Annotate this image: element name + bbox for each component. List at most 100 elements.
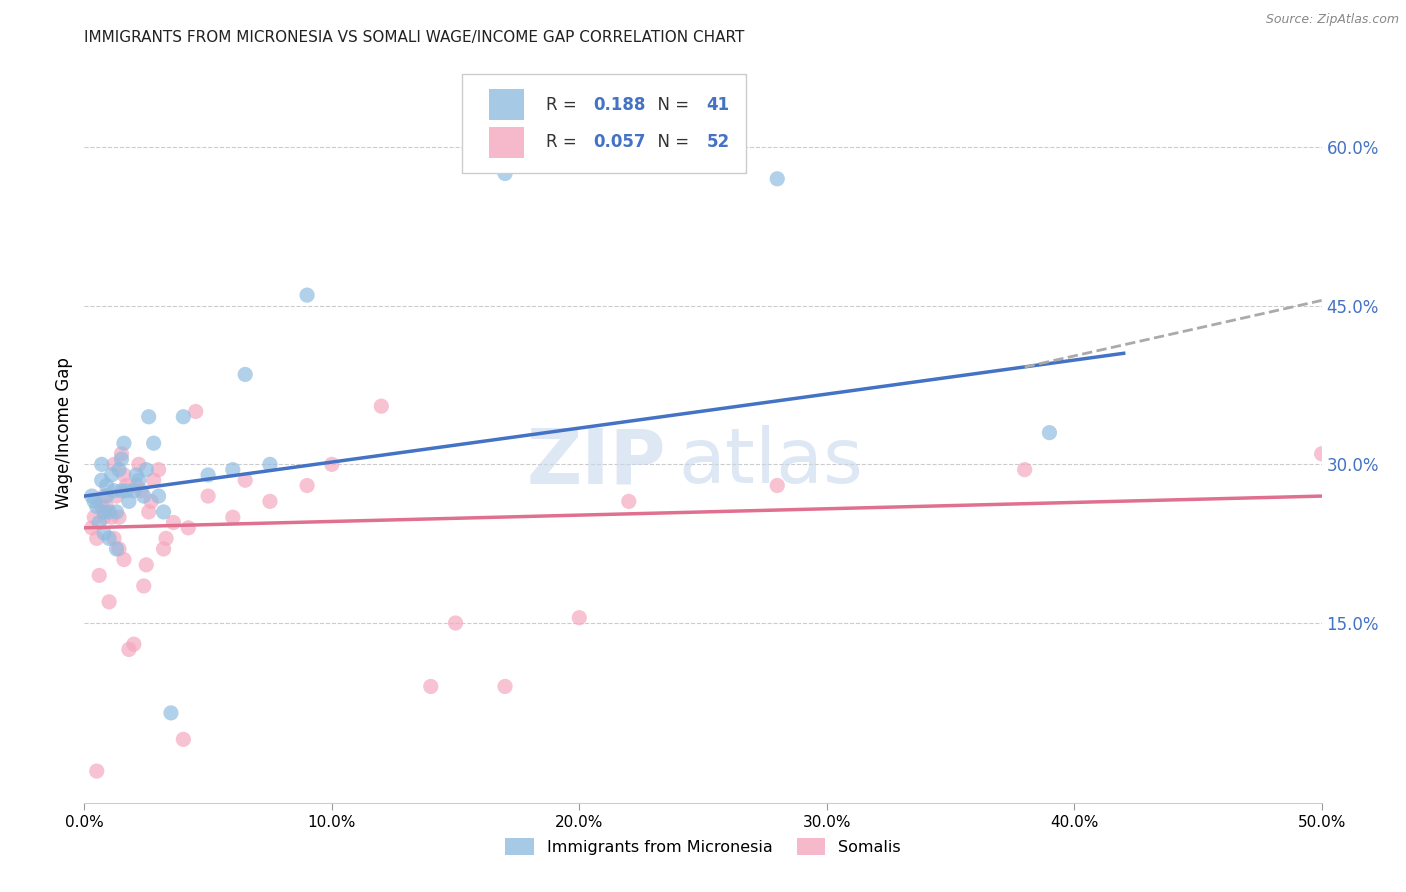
Point: [295, 288, 318, 302]
Point: [148, 489, 170, 503]
Point: [128, 473, 150, 487]
Text: 0.057: 0.057: [593, 133, 645, 152]
Point: [90, 473, 112, 487]
Text: R =: R =: [546, 133, 582, 152]
Point: [105, 489, 128, 503]
Point: [103, 458, 125, 472]
Text: 0.188: 0.188: [593, 95, 645, 114]
Text: 41: 41: [707, 95, 730, 114]
Point: [83, 510, 105, 524]
Point: [222, 463, 245, 477]
Text: atlas: atlas: [678, 425, 863, 500]
Point: [80, 489, 103, 503]
Point: [142, 473, 165, 487]
Point: [419, 680, 441, 694]
Text: Source: ZipAtlas.com: Source: ZipAtlas.com: [1265, 13, 1399, 27]
Point: [108, 541, 131, 556]
Point: [321, 458, 343, 472]
Point: [617, 494, 640, 508]
Point: [118, 494, 141, 508]
Point: [129, 483, 152, 498]
Text: IMMIGRANTS FROM MICRONESIA VS SOMALI WAGE/INCOME GAP CORRELATION CHART: IMMIGRANTS FROM MICRONESIA VS SOMALI WAG…: [84, 29, 745, 45]
Point: [86, 764, 108, 778]
Point: [86, 532, 108, 546]
Point: [1014, 463, 1036, 477]
Point: [89, 568, 111, 582]
Point: [93, 505, 115, 519]
FancyBboxPatch shape: [461, 73, 747, 173]
Point: [155, 532, 177, 546]
Point: [172, 409, 194, 424]
Point: [93, 526, 115, 541]
Point: [233, 473, 256, 487]
Point: [80, 521, 103, 535]
Point: [125, 478, 148, 492]
Point: [444, 615, 467, 630]
Point: [98, 532, 121, 546]
Point: [96, 489, 118, 503]
Point: [494, 166, 516, 180]
Point: [108, 510, 131, 524]
Point: [112, 467, 135, 482]
FancyBboxPatch shape: [489, 89, 523, 120]
Point: [132, 579, 155, 593]
Point: [112, 552, 135, 566]
Text: 52: 52: [707, 133, 730, 152]
Point: [568, 611, 591, 625]
Point: [103, 483, 125, 498]
Point: [152, 505, 174, 519]
Point: [98, 505, 121, 519]
Point: [122, 637, 145, 651]
FancyBboxPatch shape: [489, 127, 523, 158]
Point: [132, 489, 155, 503]
Point: [152, 541, 174, 556]
Point: [197, 489, 219, 503]
Point: [83, 494, 105, 508]
Point: [142, 436, 165, 450]
Legend: Immigrants from Micronesia, Somalis: Immigrants from Micronesia, Somalis: [499, 832, 907, 862]
Point: [125, 467, 148, 482]
Point: [86, 500, 108, 514]
Point: [172, 732, 194, 747]
Point: [110, 483, 132, 498]
Point: [766, 478, 789, 492]
Point: [184, 404, 207, 418]
Point: [222, 510, 245, 524]
Point: [1038, 425, 1060, 440]
Point: [233, 368, 256, 382]
Y-axis label: Wage/Income Gap: Wage/Income Gap: [55, 357, 73, 508]
Point: [295, 478, 318, 492]
Point: [110, 452, 132, 467]
Text: N =: N =: [647, 95, 695, 114]
Point: [103, 532, 125, 546]
Point: [494, 680, 516, 694]
Text: R =: R =: [546, 95, 582, 114]
Text: N =: N =: [647, 133, 695, 152]
Point: [122, 483, 145, 498]
Point: [197, 467, 219, 482]
Point: [110, 447, 132, 461]
Text: ZIP: ZIP: [526, 425, 666, 500]
Point: [160, 706, 183, 720]
Point: [115, 478, 138, 492]
Point: [90, 458, 112, 472]
Point: [259, 458, 281, 472]
Point: [128, 458, 150, 472]
Point: [90, 500, 112, 514]
Point: [105, 541, 128, 556]
Point: [112, 436, 135, 450]
Point: [100, 510, 122, 524]
Point: [148, 463, 170, 477]
Point: [118, 642, 141, 657]
Point: [96, 500, 118, 514]
Point: [93, 489, 115, 503]
Point: [259, 494, 281, 508]
Point: [766, 171, 789, 186]
Point: [105, 505, 128, 519]
Point: [108, 463, 131, 477]
Point: [100, 467, 122, 482]
Point: [93, 510, 115, 524]
Point: [370, 399, 392, 413]
Point: [162, 516, 184, 530]
Point: [1310, 447, 1333, 461]
